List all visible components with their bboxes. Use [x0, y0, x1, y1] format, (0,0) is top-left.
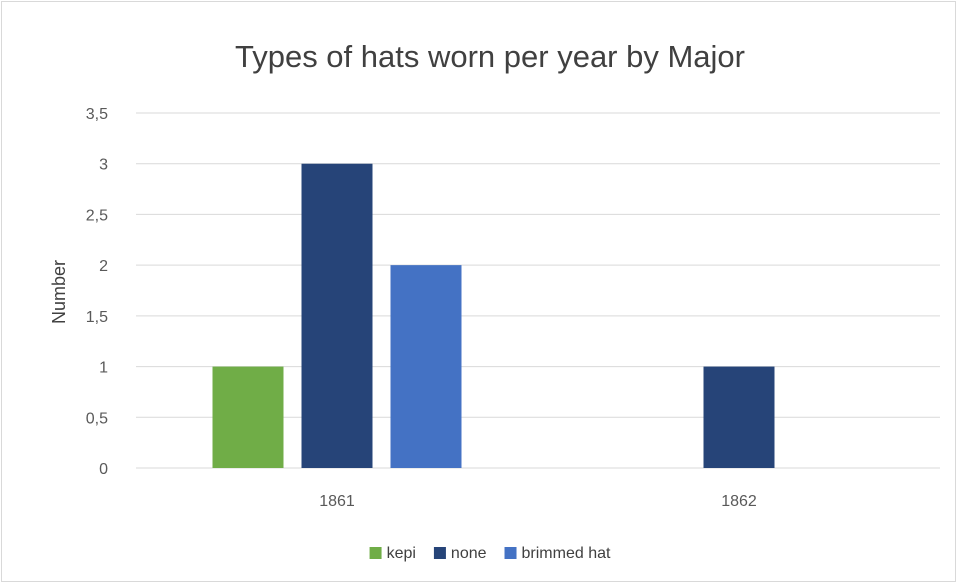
legend-swatch [369, 547, 382, 559]
y-tick-label: 2,5 [86, 207, 108, 224]
legend-item: kepi [369, 545, 416, 562]
bar-none-1861 [301, 163, 373, 468]
chart-title: Types of hats worn per year by Major [235, 39, 745, 74]
legend-swatch [504, 547, 517, 559]
x-tick-label: 1862 [721, 493, 757, 510]
legend-label: none [451, 545, 487, 562]
legend-label: brimmed hat [522, 545, 611, 562]
y-tick-label: 3,5 [86, 106, 108, 123]
legend-swatch [433, 547, 446, 559]
x-axis-tick-labels: 1861 1862 [319, 493, 757, 510]
y-axis-title: Number [49, 260, 69, 324]
bar-none-1862 [703, 366, 775, 468]
y-tick-label: 1,5 [86, 309, 108, 326]
y-tick-label: 3 [99, 157, 108, 174]
x-tick-label: 1861 [319, 493, 355, 510]
y-tick-label: 1 [99, 360, 108, 377]
legend-item: brimmed hat [504, 545, 611, 562]
legend-label: kepi [387, 545, 416, 562]
y-axis-tick-labels: 0 0,5 1 1,5 2 2,5 3 3,5 [86, 106, 108, 478]
legend-item: none [433, 545, 487, 562]
y-tick-label: 0,5 [86, 410, 108, 427]
bars [212, 163, 775, 468]
y-tick-label: 2 [99, 258, 108, 275]
legend: kepi none brimmed hat [369, 545, 611, 562]
bar-brimmed-hat-1861 [390, 265, 462, 468]
y-tick-label: 0 [99, 461, 108, 478]
bar-kepi-1861 [212, 366, 284, 468]
